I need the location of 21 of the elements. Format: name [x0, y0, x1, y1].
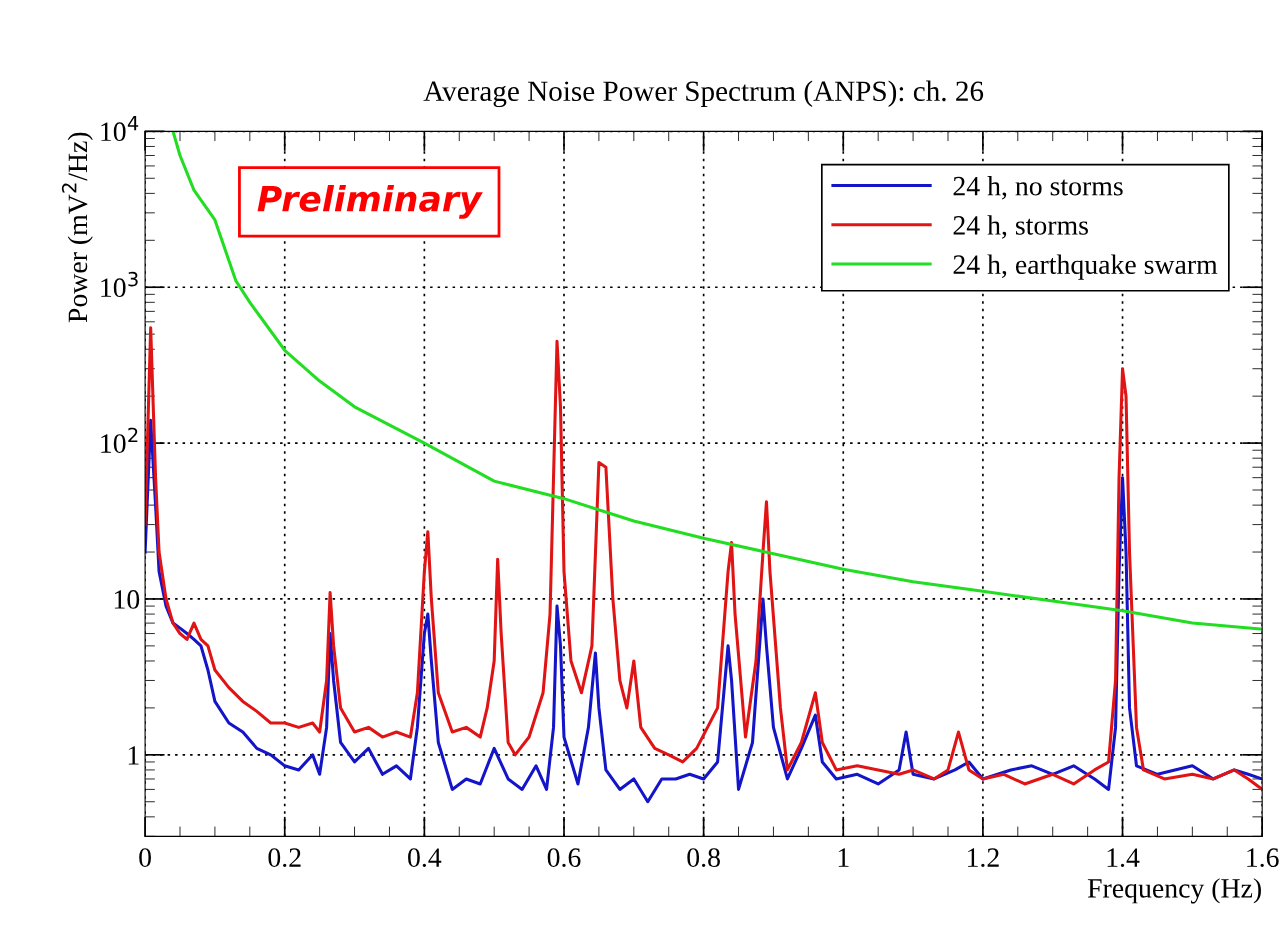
y-axis-title: Power (mV$^{2}$/Hz)	[61, 132, 93, 323]
x-tick-label: 1	[838, 848, 849, 867]
y-tick-label: 10	[114, 590, 140, 609]
y-tick-label: 10$^{4}$	[101, 116, 139, 142]
x-tick-label: 0.2	[268, 848, 301, 868]
x-tick-label: 1.6	[1247, 848, 1279, 868]
x-tick-label: 0.4	[408, 848, 442, 868]
legend-label: 24 h, earthquake swarm	[953, 254, 1218, 280]
x-tick-label: 0.6	[547, 848, 581, 868]
y-tick-label: 10$^{2}$	[101, 427, 138, 453]
x-tick-label: 0	[139, 848, 151, 867]
legend-label: 24 h, no storms	[953, 175, 1123, 200]
chart-title: Average Noise Power Spectrum (ANPS): ch. 26	[423, 80, 984, 108]
legend-label: 24 h, storms	[953, 215, 1088, 239]
x-tick-label: 1.2	[967, 848, 999, 868]
x-axis-title: Frequency (Hz)	[1087, 878, 1261, 904]
y-tick-label: 1	[128, 746, 139, 765]
y-tick-label: 10$^{3}$	[101, 271, 138, 298]
annotation: Preliminary	[257, 184, 483, 219]
x-tick-label: 0.8	[687, 848, 720, 868]
x-tick-label: 1.4	[1107, 848, 1140, 868]
